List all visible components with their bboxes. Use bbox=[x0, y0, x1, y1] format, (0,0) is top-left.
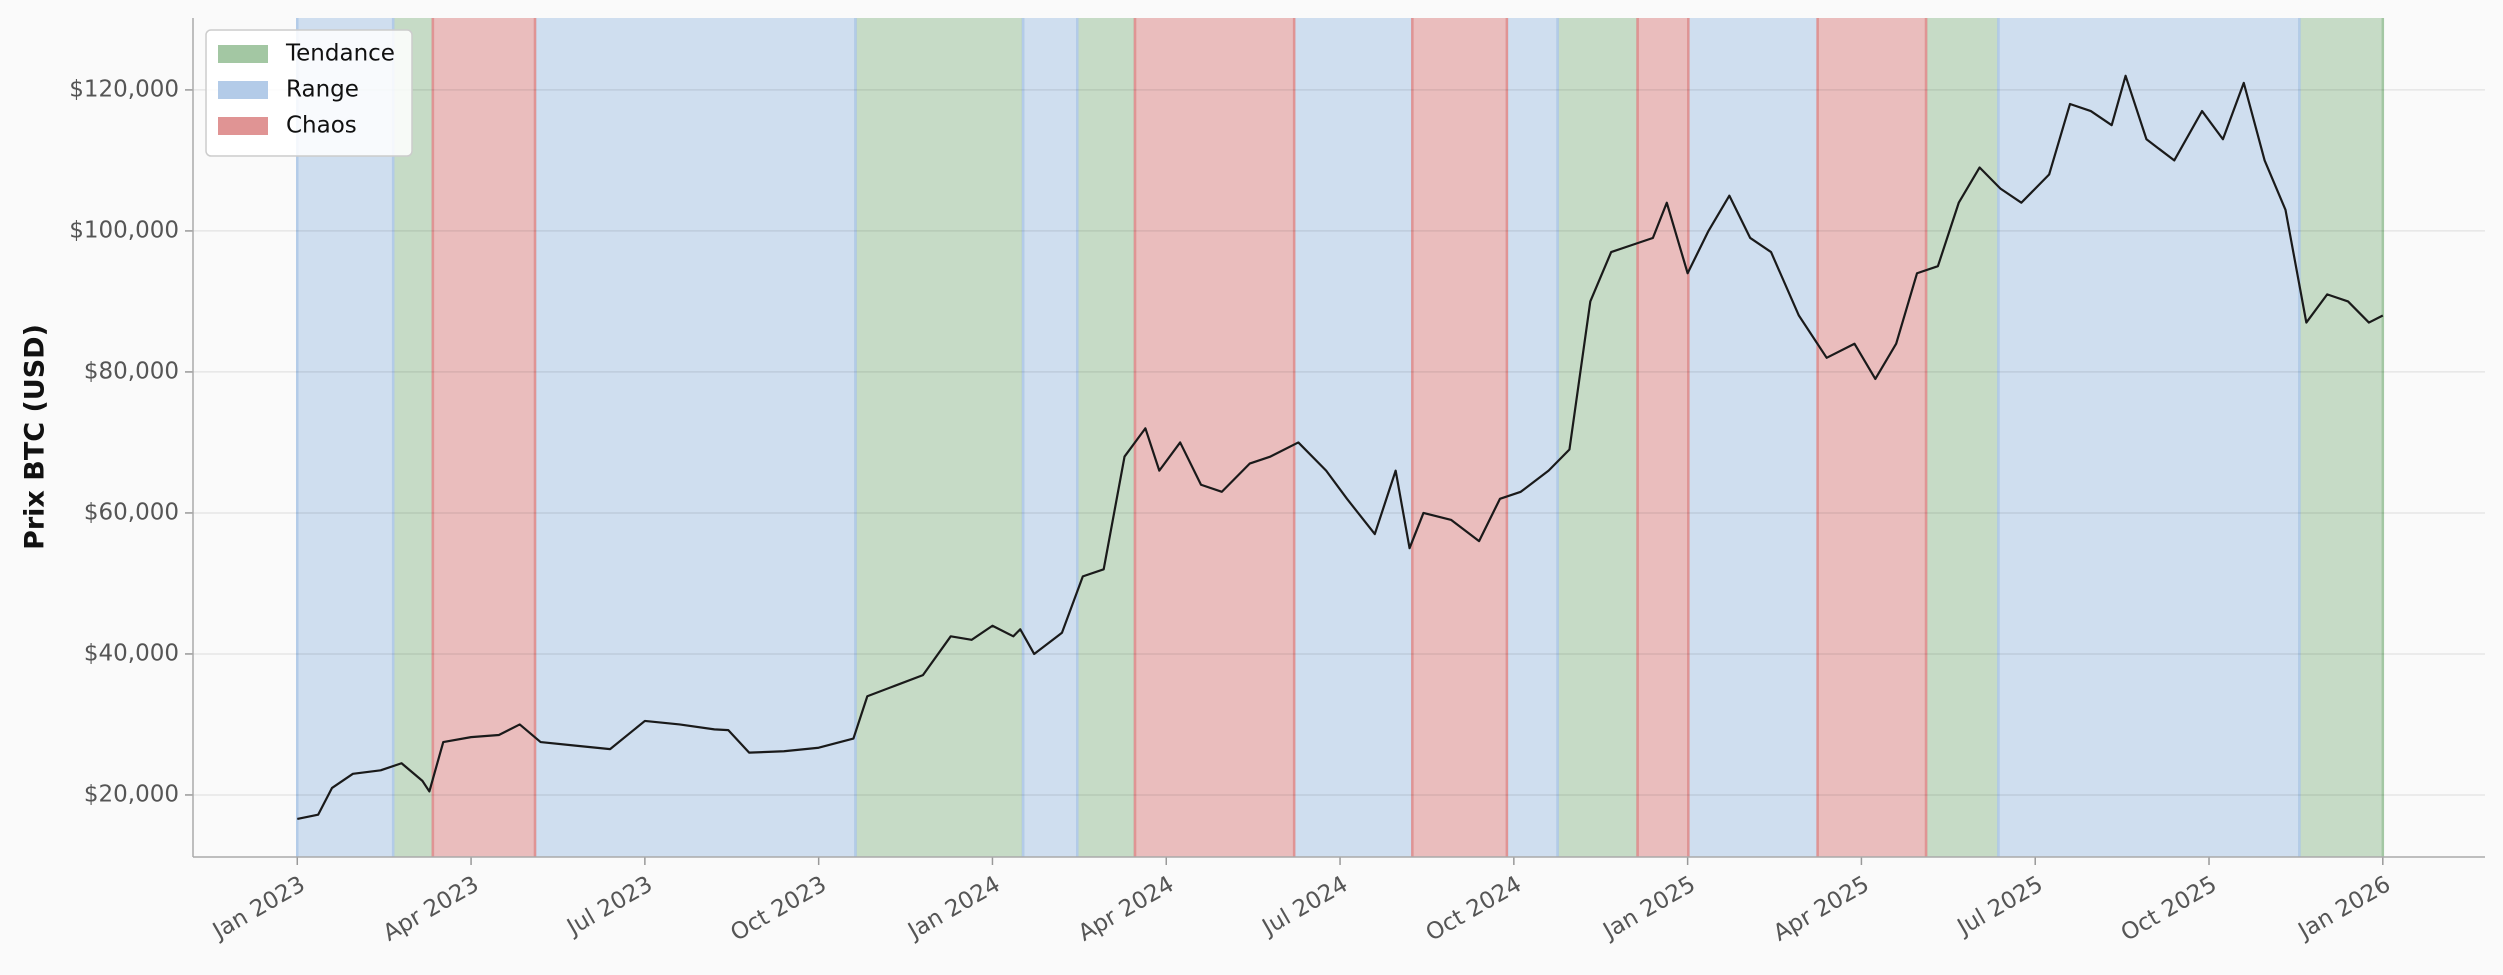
y-tick-label: $60,000 bbox=[84, 499, 179, 525]
regime-band bbox=[1412, 18, 1507, 857]
legend-swatch bbox=[218, 45, 268, 63]
y-tick-label: $80,000 bbox=[84, 358, 179, 384]
regime-band bbox=[393, 18, 433, 857]
y-tick-label: $20,000 bbox=[84, 781, 179, 807]
regime-band bbox=[1998, 18, 2300, 857]
legend-swatch bbox=[218, 117, 268, 135]
regime-band bbox=[1817, 18, 1927, 857]
legend-swatch bbox=[218, 81, 268, 99]
regime-band bbox=[297, 18, 394, 857]
regime-band bbox=[432, 18, 536, 857]
regime-band bbox=[1688, 18, 1818, 857]
regime-band bbox=[1557, 18, 1638, 857]
regime-band bbox=[1077, 18, 1135, 857]
price-line bbox=[297, 74, 2384, 821]
y-tick-label: $100,000 bbox=[69, 217, 179, 243]
regime-band bbox=[855, 18, 1024, 857]
regime-band bbox=[2299, 18, 2383, 857]
legend-label: Range bbox=[286, 77, 359, 103]
legend-label: Tendance bbox=[285, 41, 395, 67]
regime-band bbox=[1506, 18, 1558, 857]
y-axis-label: Prix BTC (USD) bbox=[20, 324, 51, 550]
regime-band bbox=[535, 18, 856, 857]
regime-band bbox=[1926, 18, 1999, 857]
regime-band bbox=[1023, 18, 1078, 857]
regime-band bbox=[1294, 18, 1413, 857]
y-tick-label: $120,000 bbox=[69, 76, 179, 102]
regime-band bbox=[1134, 18, 1295, 857]
y-tick-label: $40,000 bbox=[84, 640, 179, 666]
regime-band bbox=[1637, 18, 1689, 857]
legend-label: Chaos bbox=[286, 113, 357, 139]
